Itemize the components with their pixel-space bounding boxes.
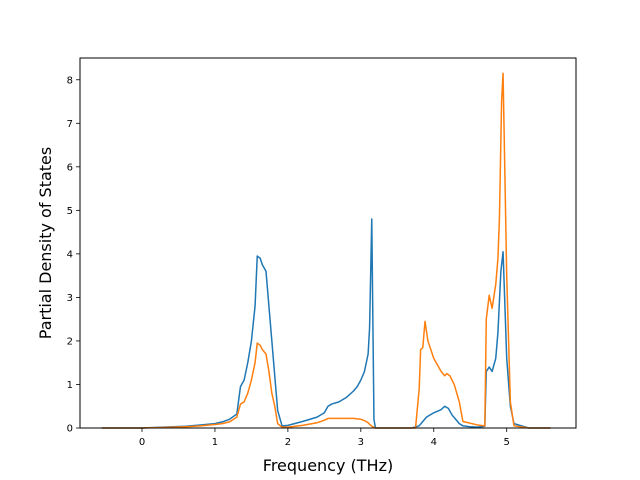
series-line-2 (101, 72, 551, 429)
series-layer (101, 72, 551, 429)
x-axis-label: Frequency (THz) (263, 456, 393, 475)
y-tick-label: 5 (67, 206, 73, 217)
y-axis-ticks: 0 1 2 3 4 5 6 7 8 (67, 75, 80, 435)
y-axis-label: Partial Density of States (36, 147, 55, 339)
x-tick-label: 4 (431, 437, 437, 448)
y-tick-label: 6 (67, 162, 73, 173)
y-tick-label: 4 (67, 249, 73, 260)
y-tick-label: 7 (67, 119, 73, 130)
y-tick-label: 8 (67, 75, 73, 86)
y-tick-label: 2 (67, 336, 73, 347)
y-tick-label: 1 (67, 380, 73, 391)
x-tick-label: 2 (285, 437, 291, 448)
plot-area-frame (79, 57, 577, 429)
x-tick-label: 1 (212, 437, 218, 448)
x-tick-label: 0 (139, 437, 145, 448)
x-axis-ticks: 0 1 2 3 4 5 (139, 428, 510, 448)
x-tick-label: 5 (504, 437, 510, 448)
y-tick-label: 0 (67, 424, 73, 435)
x-tick-label: 3 (358, 437, 364, 448)
y-tick-label: 3 (67, 293, 73, 304)
